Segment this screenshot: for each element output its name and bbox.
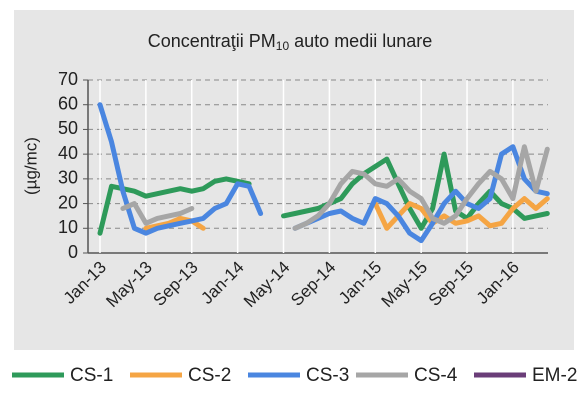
legend-label: CS-4 [414, 365, 458, 386]
title-subscript: 10 [276, 39, 290, 53]
chart-title: Concentraţii PM10 auto medii lunare [148, 31, 433, 53]
legend-label: CS-3 [306, 365, 349, 386]
y-tick-label: 70 [58, 69, 78, 89]
legend-label: CS-2 [188, 365, 231, 386]
y-tick-label: 40 [58, 143, 78, 163]
y-tick-label: 50 [58, 118, 78, 138]
y-tick-label: 10 [58, 217, 78, 237]
title-part: auto medii lunare [289, 31, 432, 51]
y-tick-label: 60 [58, 93, 78, 113]
title-part: Concentraţii PM [148, 31, 276, 51]
series-line [120, 144, 550, 231]
y-tick-label: 30 [58, 168, 78, 188]
legend-label: CS-1 [70, 365, 113, 386]
y-tick-label: 20 [58, 192, 78, 212]
y-axis-label: (µg/mc) [21, 137, 40, 195]
series-line [97, 102, 550, 244]
y-tick-label: 0 [68, 242, 78, 262]
legend-label: EM-2 [532, 365, 577, 386]
